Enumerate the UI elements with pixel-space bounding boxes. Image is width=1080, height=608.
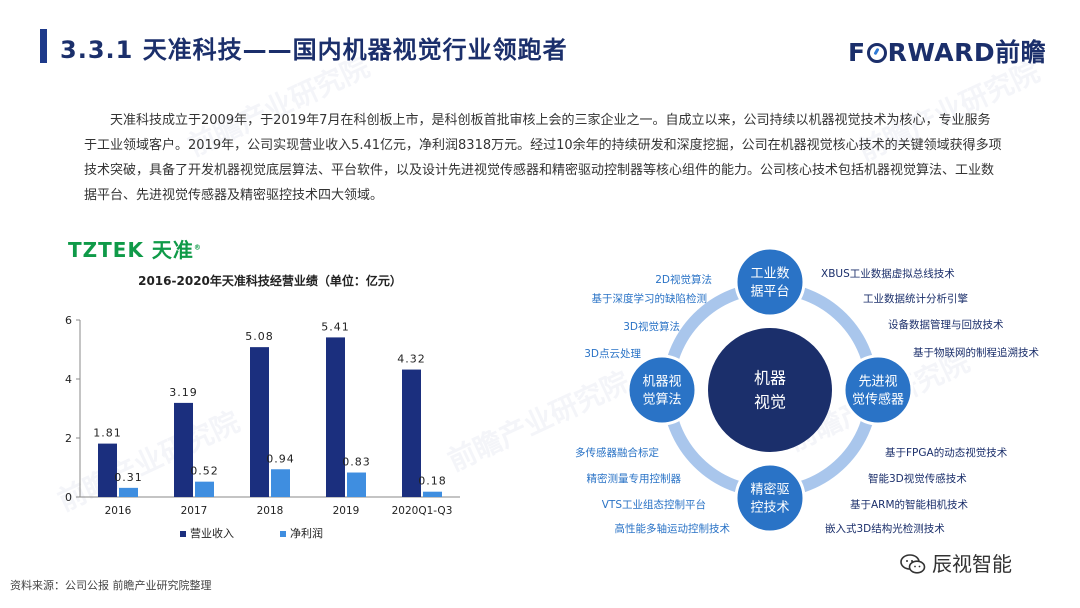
bar-revenue	[326, 337, 345, 497]
legend-swatch	[180, 531, 186, 537]
legend-label: 营业收入	[190, 526, 234, 540]
tech-label-right-bottom: 智能3D视觉传感技术	[868, 472, 967, 485]
data-label: 5.41	[321, 320, 350, 333]
node-label-top: 工业数据平台	[750, 267, 789, 300]
data-label: 5.08	[245, 330, 274, 343]
x-tick-label: 2017	[181, 505, 208, 517]
tech-label-left-bottom: 高性能多轴运动控制技术	[615, 522, 731, 535]
wechat-icon	[900, 554, 926, 574]
tech-label-left-bottom: VTS工业组态控制平台	[602, 498, 706, 511]
node-bottom	[734, 462, 806, 534]
tech-label-right-top: 工业数据统计分析引擎	[863, 292, 968, 305]
tech-label-right-bottom: 基于ARM的智能相机技术	[850, 498, 969, 511]
bar-revenue	[402, 369, 421, 497]
node-label-bottom: 精密驱控技术	[750, 482, 789, 516]
logo-rest: RWARD前瞻	[887, 38, 1047, 67]
x-tick-label: 2020Q1-Q3	[392, 505, 453, 517]
node-left	[626, 354, 698, 426]
x-tick-label: 2018	[257, 505, 284, 517]
forward-logo: F RWARD前瞻	[848, 33, 1046, 69]
bar-revenue	[98, 443, 117, 497]
logo-letter: F	[848, 38, 866, 67]
tech-label-right-top: XBUS工业数据虚拟总线技术	[821, 267, 955, 280]
tztek-logo: TZTEK 天准®	[68, 234, 202, 263]
x-tick-label: 2016	[105, 505, 132, 517]
bar-chart: 0 2 4 6 2016 1.81 0.31 2017 3.19 0.52 2018 5.08 0.94…	[65, 314, 460, 540]
y-tick-label: 0	[65, 491, 72, 504]
center-circle	[708, 328, 832, 452]
data-label: 0.31	[114, 471, 143, 484]
center-label: 机器视觉	[754, 369, 786, 412]
tech-label-right-top: 设备数据管理与回放技术	[888, 318, 1004, 331]
bar-revenue	[174, 402, 193, 497]
tztek-logo-cn: 天准	[151, 238, 194, 262]
bar-profit	[195, 481, 214, 497]
page-title: 3.3.1 天准科技——国内机器视觉行业领跑者	[60, 36, 568, 64]
tech-label-right-top: 基于物联网的制程追溯技术	[913, 346, 1039, 359]
y-tick-label: 4	[65, 373, 72, 386]
data-label: 0.94	[266, 452, 295, 465]
data-label: 1.81	[93, 427, 122, 440]
legend-swatch	[280, 531, 286, 537]
bar-revenue	[250, 347, 269, 497]
bar-profit	[119, 487, 138, 497]
chart-title: 2016-2020年天准科技经营业绩（单位：亿元）	[138, 274, 402, 288]
legend-label: 净利润	[290, 526, 323, 540]
tech-label-left-top: 2D视觉算法	[655, 273, 712, 286]
title-accent-bar	[40, 29, 47, 63]
data-label: 3.19	[169, 386, 198, 399]
node-label-left: 机器视觉算法	[642, 375, 681, 408]
node-label-right: 先进视觉传感器	[852, 375, 904, 408]
data-label: 0.52	[190, 465, 219, 478]
data-label: 4.32	[397, 353, 426, 366]
tech-label-left-top: 3D点云处理	[584, 348, 641, 360]
tech-label-right-bottom: 嵌入式3D结构光检测技术	[825, 522, 945, 535]
wechat-account: 辰视智能	[900, 548, 1012, 577]
logo-o-icon	[866, 43, 887, 63]
registered-mark: ®	[193, 243, 202, 252]
data-label: 0.18	[418, 475, 447, 488]
tech-label-left-top: 基于深度学习的缺陷检测	[592, 292, 708, 305]
tech-label-left-bottom: 精密测量专用控制器	[587, 472, 682, 485]
wechat-name: 辰视智能	[932, 552, 1012, 576]
tech-label-left-top: 3D视觉算法	[623, 320, 680, 333]
tech-label-left-bottom: 多传感器融合标定	[575, 446, 659, 459]
y-tick-label: 6	[65, 314, 72, 327]
bar-profit	[347, 472, 366, 497]
data-label: 0.83	[342, 456, 371, 469]
bar-profit	[423, 491, 442, 497]
tztek-logo-en: TZTEK	[68, 238, 144, 262]
y-tick-label: 2	[65, 432, 72, 445]
bar-profit	[271, 469, 290, 497]
x-tick-label: 2019	[333, 505, 360, 517]
node-right	[842, 354, 914, 426]
source-note: 资料来源：公司公报 前瞻产业研究院整理	[10, 579, 212, 592]
intro-paragraph: 天准科技成立于2009年，于2019年7月在科创板上市，是科创板首批审核上会的三…	[84, 113, 1002, 203]
node-top	[734, 246, 806, 318]
tech-label-right-bottom: 基于FPGA的动态视觉技术	[885, 446, 1008, 459]
